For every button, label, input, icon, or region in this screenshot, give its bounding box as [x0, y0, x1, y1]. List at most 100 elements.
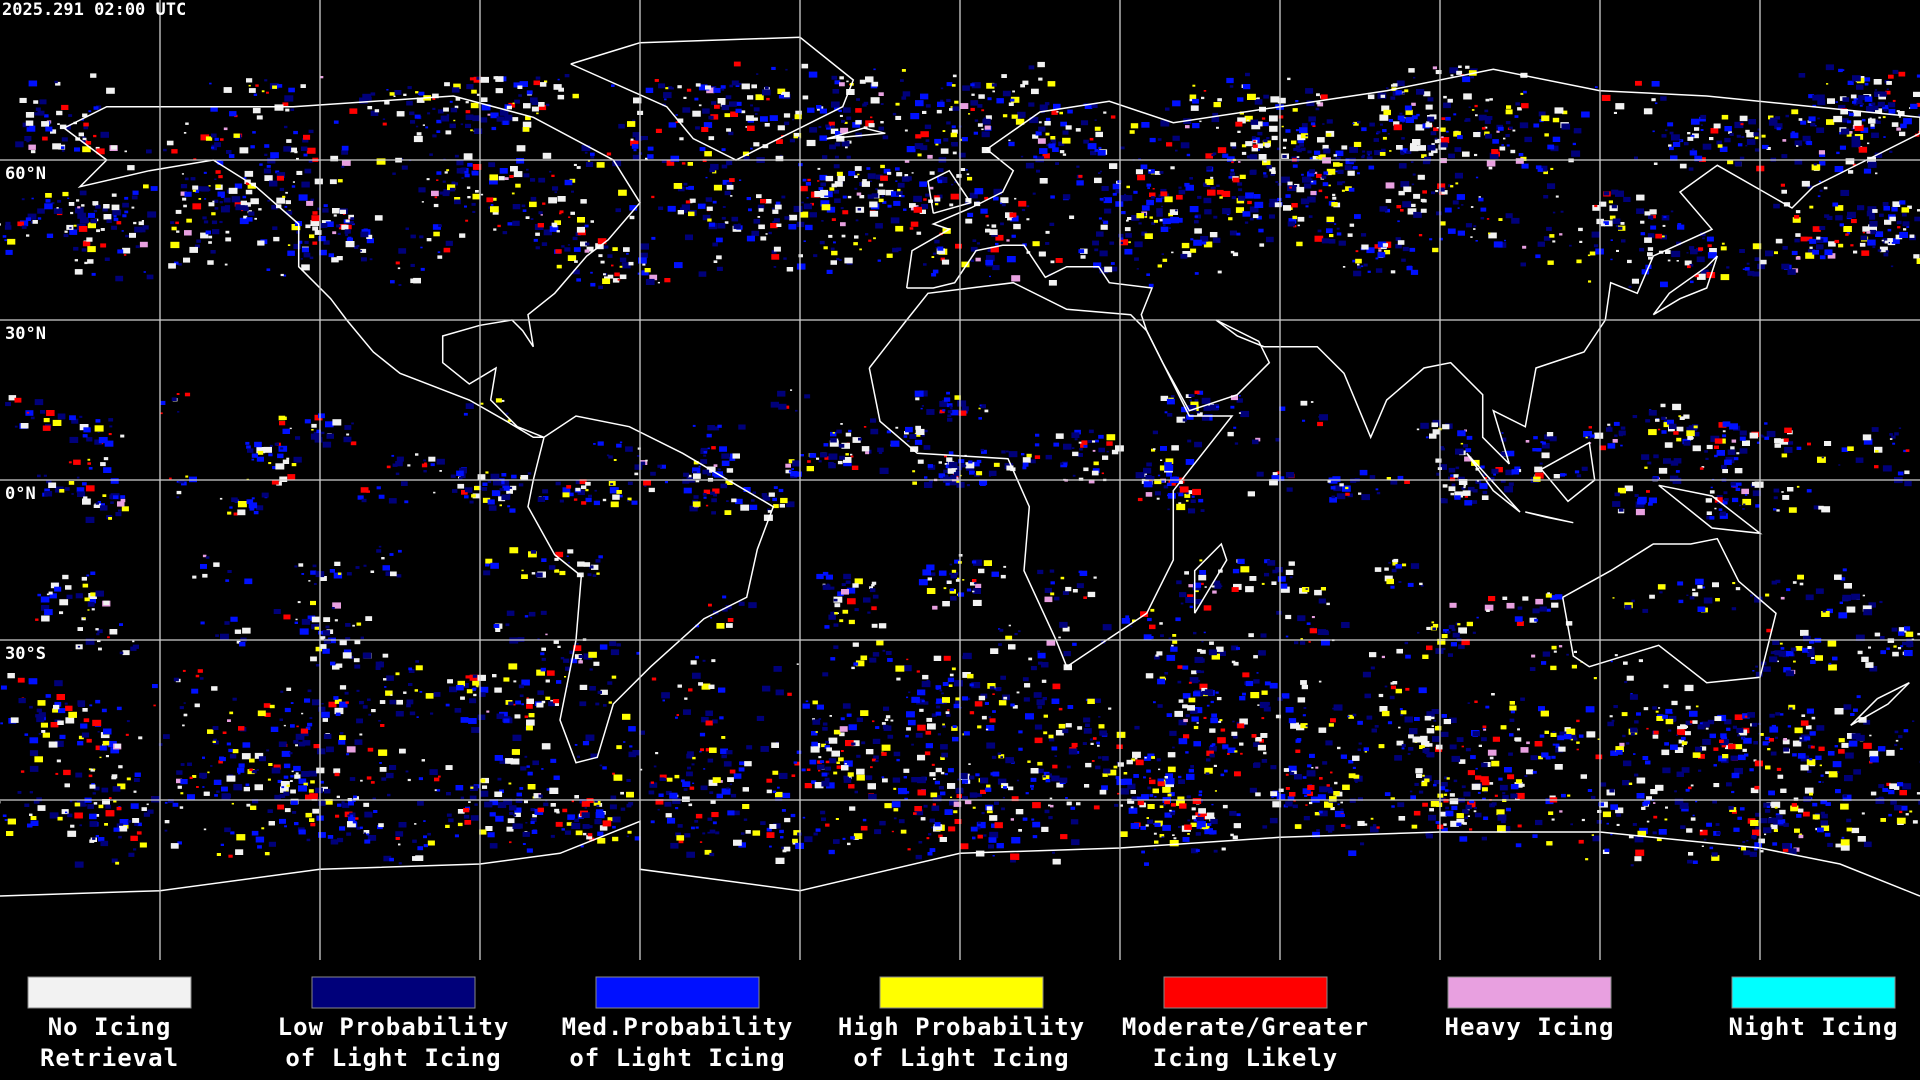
- icing-patch: [1326, 168, 1336, 175]
- icing-patch: [1125, 615, 1130, 619]
- icing-patch: [940, 99, 944, 102]
- icing-patch: [110, 478, 119, 484]
- icing-patch: [1238, 395, 1241, 397]
- icing-patch: [1018, 200, 1027, 207]
- icing-patch: [1151, 448, 1156, 452]
- icing-patch: [502, 120, 509, 125]
- icing-patch: [1678, 415, 1681, 418]
- icing-patch: [1647, 252, 1653, 257]
- icing-patch: [789, 214, 798, 221]
- icing-patch: [1297, 224, 1300, 227]
- icing-patch: [510, 485, 517, 491]
- icing-patch: [71, 418, 79, 424]
- icing-patch: [1297, 138, 1304, 144]
- icing-patch: [1305, 588, 1308, 590]
- icing-patch: [406, 100, 413, 106]
- icing-patch: [354, 245, 359, 249]
- icing-patch: [1449, 602, 1457, 608]
- icing-patch: [1431, 148, 1438, 154]
- icing-patch: [572, 236, 578, 241]
- icing-patch: [1317, 102, 1324, 107]
- icing-patch: [794, 471, 802, 477]
- icing-patch: [1411, 102, 1416, 106]
- icing-patch: [938, 461, 942, 464]
- icing-patch: [253, 511, 259, 515]
- icing-patch: [234, 201, 242, 207]
- icing-patch: [350, 217, 355, 220]
- icing-patch: [1746, 139, 1756, 145]
- icing-patch: [714, 104, 720, 109]
- icing-patch: [1709, 264, 1712, 266]
- icing-patch: [507, 419, 512, 422]
- icing-patch: [830, 611, 835, 615]
- icing-patch: [1827, 640, 1837, 647]
- icing-patch: [253, 93, 258, 96]
- icing-patch: [82, 583, 89, 588]
- icing-patch: [1796, 485, 1800, 488]
- icing-patch: [767, 508, 771, 511]
- icing-patch: [868, 239, 872, 242]
- icing-patch: [461, 490, 468, 495]
- icing-patch: [451, 181, 456, 185]
- icing-patch: [1792, 581, 1797, 584]
- icing-patch: [839, 455, 845, 460]
- icing-patch: [1485, 133, 1492, 139]
- icing-patch: [355, 566, 360, 569]
- icing-patch: [109, 425, 113, 428]
- icing-patch: [970, 100, 979, 106]
- icing-patch: [1851, 127, 1855, 130]
- icing-patch: [1093, 576, 1097, 579]
- icing-patch: [341, 165, 345, 168]
- icing-patch: [1347, 233, 1353, 237]
- icing-patch: [1219, 196, 1223, 199]
- icing-patch: [1876, 120, 1881, 124]
- icing-patch: [919, 181, 927, 187]
- icing-patch: [1505, 213, 1513, 219]
- icing-patch: [229, 111, 237, 117]
- icing-patch: [1376, 491, 1381, 495]
- icing-patch: [1533, 436, 1538, 440]
- icing-patch: [1796, 145, 1799, 147]
- icing-patch: [1754, 136, 1759, 140]
- icing-patch: [914, 390, 924, 397]
- icing-patch: [1274, 202, 1282, 208]
- icing-patch: [1310, 180, 1317, 185]
- icing-patch: [1471, 109, 1475, 111]
- icing-patch: [1676, 260, 1679, 262]
- icing-patch: [1270, 96, 1280, 103]
- icing-patch: [1300, 198, 1310, 205]
- icing-patch: [820, 452, 828, 458]
- icing-patch: [1864, 77, 1871, 82]
- icing-patch: [421, 463, 428, 468]
- icing-patch: [87, 601, 95, 607]
- icing-patch: [1316, 173, 1322, 178]
- icing-patch: [210, 250, 216, 254]
- icing-patch: [1719, 146, 1728, 152]
- icing-patch: [275, 170, 280, 174]
- icing-patch: [471, 202, 476, 206]
- icing-patch: [1005, 212, 1014, 218]
- icing-patch: [632, 132, 640, 138]
- icing-patch: [1126, 185, 1130, 189]
- icing-patch: [84, 261, 88, 265]
- icing-patch: [1819, 226, 1826, 230]
- icing-patch: [1106, 434, 1116, 441]
- icing-patch: [703, 451, 707, 454]
- icing-patch: [717, 223, 726, 229]
- icing-patch: [1067, 109, 1073, 114]
- icing-patch: [1794, 140, 1803, 146]
- icing-patch: [1264, 572, 1270, 577]
- icing-patch: [201, 186, 209, 192]
- icing-patch: [463, 412, 468, 416]
- icing-patch: [882, 649, 886, 652]
- icing-patch: [1429, 433, 1437, 439]
- icing-patch: [1635, 508, 1645, 516]
- icing-patch: [1176, 492, 1179, 494]
- icing-patch: [1275, 567, 1283, 573]
- icing-patch: [343, 649, 352, 655]
- icing-patch: [1189, 177, 1193, 180]
- icing-patch: [1653, 162, 1658, 165]
- icing-patch: [279, 187, 285, 191]
- icing-patch: [1664, 442, 1673, 448]
- icing-patch: [1214, 580, 1221, 585]
